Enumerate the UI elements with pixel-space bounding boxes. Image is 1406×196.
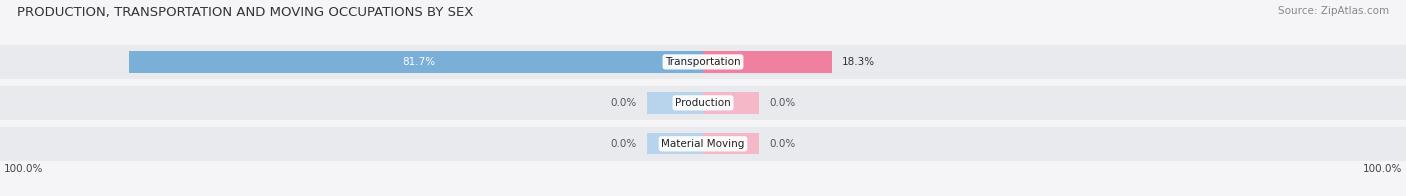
Bar (0, 86, 1406, 120)
Bar (647, 92, 703, 113)
Bar (647, 133, 703, 154)
Bar (703, 133, 759, 154)
Text: 81.7%: 81.7% (402, 57, 434, 67)
Bar (703, 51, 832, 73)
Bar (703, 92, 759, 113)
Text: 100.0%: 100.0% (3, 164, 44, 174)
Text: 0.0%: 0.0% (610, 139, 637, 149)
Text: Material Moving: Material Moving (661, 139, 745, 149)
Text: 0.0%: 0.0% (610, 98, 637, 108)
Text: 0.0%: 0.0% (770, 98, 796, 108)
Text: Production: Production (675, 98, 731, 108)
Text: 18.3%: 18.3% (842, 57, 876, 67)
Bar (129, 51, 703, 73)
Text: Transportation: Transportation (665, 57, 741, 67)
Text: 0.0%: 0.0% (770, 139, 796, 149)
Text: 100.0%: 100.0% (1362, 164, 1403, 174)
Bar (0, 127, 1406, 161)
Bar (0, 45, 1406, 79)
Text: Source: ZipAtlas.com: Source: ZipAtlas.com (1278, 6, 1389, 16)
Text: PRODUCTION, TRANSPORTATION AND MOVING OCCUPATIONS BY SEX: PRODUCTION, TRANSPORTATION AND MOVING OC… (17, 6, 474, 19)
